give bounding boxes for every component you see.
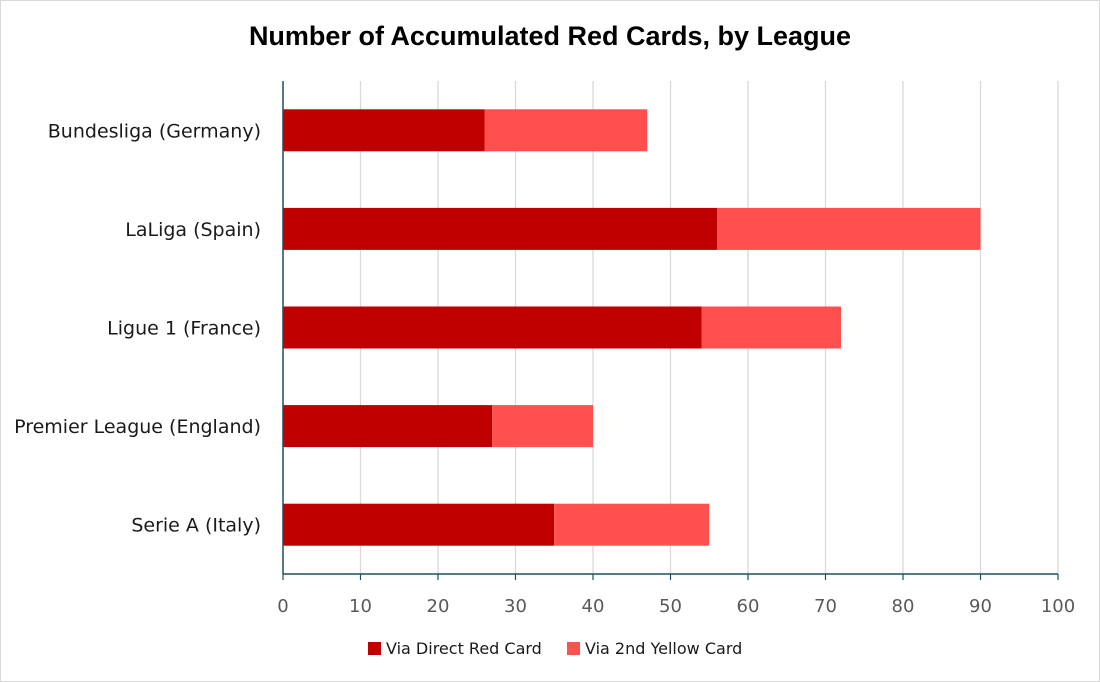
bar-second-yellow [492,405,593,448]
bar-direct-red [283,503,555,546]
x-tick-label: 40 [582,596,605,617]
category-label: Premier League (England) [14,416,261,438]
legend-label: Via Direct Red Card [386,639,542,658]
x-tick-label: 100 [1041,596,1075,617]
bar-direct-red [283,207,717,250]
legend: Via Direct Red Card Via 2nd Yellow Card [368,639,742,658]
bar-second-yellow [554,503,710,546]
category-label: Serie A (Italy) [131,515,261,537]
labels-layer: 0 10 20 30 40 50 60 70 80 90 100 Bundesliga (German… [14,120,1075,617]
axis-layer [282,81,1059,580]
x-tick-label: 20 [427,596,450,617]
x-tick-label: 50 [659,596,682,617]
x-tick-label: 30 [504,596,527,617]
legend-label: Via 2nd Yellow Card [585,639,742,658]
bar-second-yellow [701,306,841,349]
legend-swatch [368,642,381,655]
legend-swatch [567,642,580,655]
bar-direct-red [283,306,702,349]
x-tick-label: 0 [277,596,288,617]
x-tick-label: 80 [892,596,915,617]
category-label: Ligue 1 (France) [107,318,261,340]
x-tick-label: 90 [969,596,992,617]
category-label: LaLiga (Spain) [125,219,261,241]
bar-direct-red [283,109,485,152]
bars-layer [283,109,981,546]
x-tick-label: 70 [814,596,837,617]
x-tick-label: 10 [349,596,372,617]
chart-title: Number of Accumulated Red Cards, by Leag… [249,21,851,51]
bar-second-yellow [484,109,648,152]
category-label: Bundesliga (Germany) [48,120,261,142]
bar-direct-red [283,405,493,448]
x-tick-label: 60 [737,596,760,617]
bar-second-yellow [717,207,981,250]
